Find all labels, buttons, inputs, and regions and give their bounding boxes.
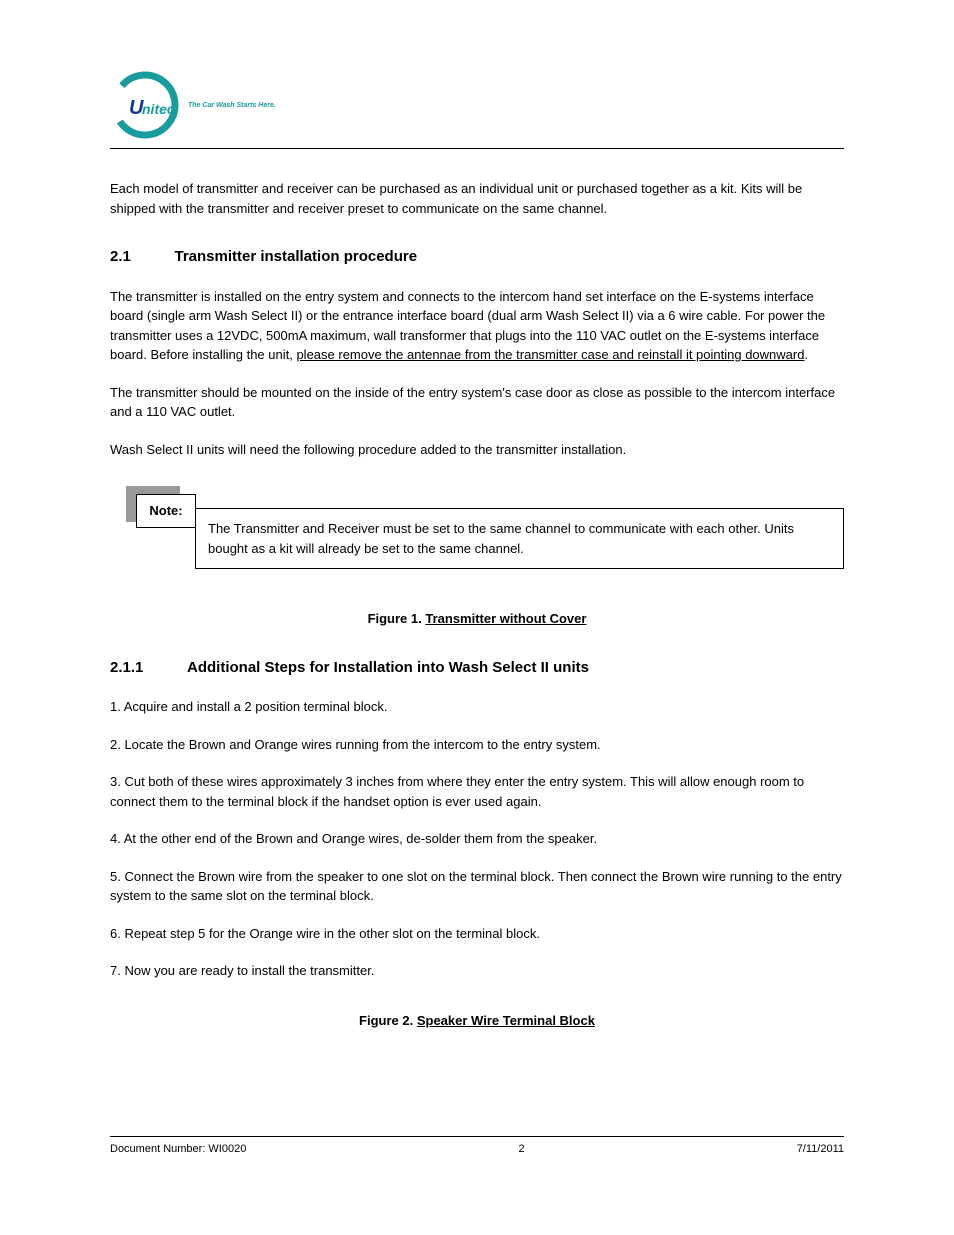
note-callout: Note: The Transmitter and Receiver must … [110, 494, 844, 569]
figure-2-caption: Figure 2. Speaker Wire Terminal Block [110, 1011, 844, 1031]
step-3: 3. Cut both of these wires approximately… [110, 772, 844, 811]
intro-paragraph: Each model of transmitter and receiver c… [110, 179, 844, 218]
logo-circle-icon: U nitec [110, 70, 180, 140]
logo: U nitec The Car Wash Starts Here. [110, 70, 276, 140]
figure-1-caption: Figure 1. Transmitter without Cover [110, 609, 844, 629]
figure-1-label: Figure 1. [368, 611, 426, 626]
footer-date: 7/11/2011 [797, 1143, 844, 1155]
section-2-1-p1: The transmitter is installed on the entr… [110, 287, 844, 365]
step-7: 7. Now you are ready to install the tran… [110, 961, 844, 981]
footer: Document Number: WI0020 2 7/11/2011 [110, 1136, 844, 1155]
section-number: 2.1 [110, 248, 131, 265]
header-divider [110, 148, 844, 149]
section-2-1-p2: The transmitter should be mounted on the… [110, 383, 844, 422]
footer-divider [110, 1136, 844, 1137]
subsection-title: Additional Steps for Installation into W… [187, 659, 589, 676]
p1-text-b: . [804, 347, 808, 362]
figure-2-text: Speaker Wire Terminal Block [417, 1013, 595, 1028]
header: U nitec The Car Wash Starts Here. [110, 70, 844, 140]
figure-2-label: Figure 2. [359, 1013, 417, 1028]
section-2-1-p3: Wash Select II units will need the follo… [110, 440, 844, 460]
step-5: 5. Connect the Brown wire from the speak… [110, 867, 844, 906]
footer-doc-number: Document Number: WI0020 [110, 1143, 246, 1155]
figure-1-text: Transmitter without Cover [425, 611, 586, 626]
subsection-number: 2.1.1 [110, 659, 143, 676]
section-2-1-heading: 2.1 Transmitter installation procedure [110, 246, 844, 269]
note-body: The Transmitter and Receiver must be set… [195, 508, 844, 569]
step-2: 2. Locate the Brown and Orange wires run… [110, 735, 844, 755]
step-6: 6. Repeat step 5 for the Orange wire in … [110, 924, 844, 944]
section-2-1-1-heading: 2.1.1 Additional Steps for Installation … [110, 657, 844, 680]
footer-page-number: 2 [518, 1143, 524, 1155]
note-label: Note: [136, 494, 196, 528]
section-title: Transmitter installation procedure [174, 248, 417, 265]
p1-underline: please remove the antennae from the tran… [296, 347, 804, 362]
step-1: 1. Acquire and install a 2 position term… [110, 697, 844, 717]
svg-text:nitec: nitec [142, 101, 175, 117]
step-4: 4. At the other end of the Brown and Ora… [110, 829, 844, 849]
logo-tagline: The Car Wash Starts Here. [188, 102, 276, 109]
